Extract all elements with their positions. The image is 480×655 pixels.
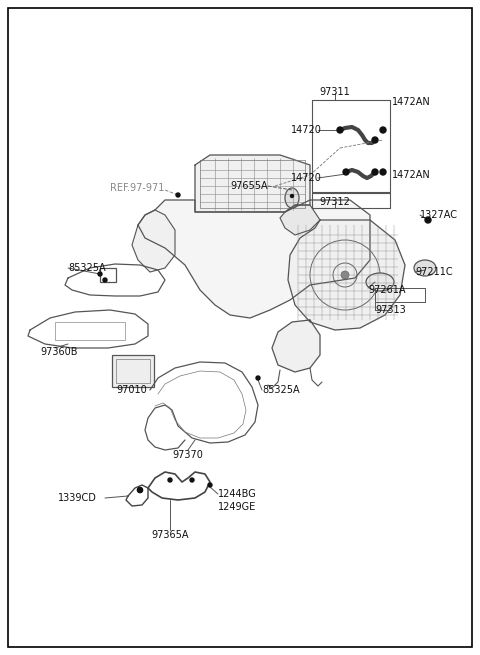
Text: 97312: 97312: [320, 197, 350, 207]
Text: REF.97-971: REF.97-971: [110, 183, 164, 193]
Polygon shape: [195, 155, 310, 212]
Circle shape: [98, 272, 102, 276]
Text: 14720: 14720: [291, 125, 322, 135]
Circle shape: [341, 271, 349, 279]
Circle shape: [380, 169, 386, 175]
Circle shape: [290, 195, 293, 198]
Text: 85325A: 85325A: [262, 385, 300, 395]
Bar: [112, 355, 154, 387]
Text: 85325A: 85325A: [68, 263, 106, 273]
Circle shape: [137, 487, 143, 493]
Circle shape: [256, 376, 260, 380]
Text: 97313: 97313: [375, 305, 406, 315]
Circle shape: [425, 217, 431, 223]
Circle shape: [190, 478, 194, 482]
Polygon shape: [272, 320, 320, 372]
Text: 97655A: 97655A: [230, 181, 268, 191]
Polygon shape: [138, 200, 370, 318]
Text: 97360B: 97360B: [40, 347, 77, 357]
Polygon shape: [132, 210, 175, 272]
Text: 1244BG: 1244BG: [218, 489, 257, 499]
Text: 1249GE: 1249GE: [218, 502, 256, 512]
Ellipse shape: [285, 188, 299, 208]
Bar: [55, 322, 125, 340]
Circle shape: [103, 278, 107, 282]
Circle shape: [372, 137, 378, 143]
Text: 97365A: 97365A: [151, 530, 189, 540]
Text: 97261A: 97261A: [368, 285, 406, 295]
Circle shape: [176, 193, 180, 197]
Text: 1472AN: 1472AN: [392, 97, 431, 107]
Text: 1327AC: 1327AC: [420, 210, 458, 220]
Text: 97370: 97370: [173, 450, 204, 460]
Text: 1472AN: 1472AN: [392, 170, 431, 180]
Ellipse shape: [366, 273, 394, 291]
Circle shape: [137, 487, 143, 493]
Polygon shape: [280, 205, 320, 235]
Text: 97010: 97010: [117, 385, 147, 395]
Circle shape: [380, 127, 386, 133]
Polygon shape: [288, 220, 405, 330]
Circle shape: [343, 169, 349, 175]
Text: 1339CD: 1339CD: [58, 493, 97, 503]
Text: 97311: 97311: [320, 87, 350, 97]
Text: 14720: 14720: [291, 173, 322, 183]
Ellipse shape: [414, 260, 436, 276]
Bar: [116, 359, 150, 383]
Circle shape: [337, 127, 343, 133]
Circle shape: [168, 478, 172, 482]
Circle shape: [208, 483, 212, 487]
Text: 97211C: 97211C: [415, 267, 453, 277]
Bar: [100, 268, 116, 282]
Circle shape: [372, 169, 378, 175]
